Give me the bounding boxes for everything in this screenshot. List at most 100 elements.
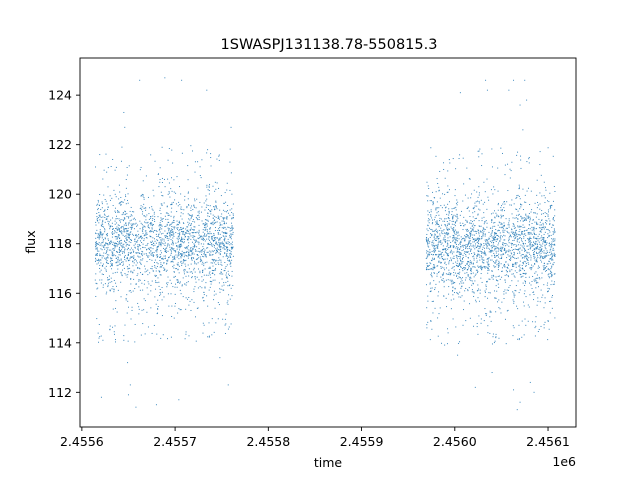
data-point (171, 229, 173, 231)
data-point (547, 339, 549, 341)
data-point (194, 198, 195, 200)
data-point (212, 259, 214, 261)
data-point (194, 171, 196, 173)
data-point (470, 233, 472, 235)
data-point (467, 197, 469, 199)
data-point (437, 244, 439, 246)
data-point (121, 201, 123, 203)
data-point (428, 254, 430, 256)
data-point (444, 210, 446, 212)
data-point (172, 231, 174, 233)
data-point (167, 259, 169, 261)
data-point (527, 238, 529, 240)
data-point (442, 245, 444, 247)
data-point (214, 240, 216, 241)
data-point (179, 204, 181, 206)
data-point (94, 279, 96, 281)
data-point (107, 220, 109, 222)
data-point (224, 252, 226, 254)
data-point (430, 211, 432, 213)
data-point (554, 240, 556, 242)
data-point (226, 218, 228, 220)
data-point (218, 155, 220, 157)
data-point (127, 268, 129, 270)
data-point (517, 214, 519, 216)
data-point (477, 213, 479, 215)
data-point (536, 238, 538, 240)
data-point (142, 225, 144, 227)
data-point (468, 237, 470, 239)
data-point (223, 282, 225, 284)
data-point (209, 241, 211, 243)
data-point (485, 241, 487, 243)
data-point (179, 232, 181, 234)
x-axis: 2.4556 2.4557 2.4558 2.4559 2.4560 2.4561 (60, 427, 570, 449)
data-point (439, 253, 441, 255)
data-point (439, 235, 441, 237)
data-point (175, 203, 177, 205)
data-point (125, 242, 127, 244)
data-point (226, 246, 227, 248)
data-point (219, 273, 221, 275)
data-point (130, 278, 132, 280)
data-point (140, 222, 142, 224)
data-point (544, 245, 546, 247)
data-point (227, 384, 229, 386)
data-point (430, 320, 432, 322)
data-point (520, 239, 522, 241)
data-point (143, 240, 145, 242)
data-point (452, 294, 454, 296)
data-point (552, 244, 554, 246)
data-point (191, 299, 193, 301)
data-point (445, 252, 447, 254)
data-point (523, 219, 525, 221)
data-point (221, 231, 223, 233)
data-point (142, 273, 144, 275)
data-point (448, 261, 450, 263)
data-point (457, 265, 459, 267)
data-point (165, 251, 167, 253)
data-point (487, 263, 489, 265)
data-point (171, 234, 173, 236)
data-point (115, 243, 117, 245)
data-point (522, 129, 524, 131)
data-point (479, 289, 481, 291)
data-point (473, 257, 475, 259)
data-point (530, 244, 532, 246)
data-point (548, 230, 550, 232)
data-point (485, 244, 487, 246)
data-point (525, 324, 527, 326)
data-point (516, 257, 518, 259)
data-point (534, 327, 536, 329)
data-point (478, 266, 480, 268)
data-point (467, 244, 469, 246)
data-point (224, 237, 226, 239)
data-point (102, 284, 104, 286)
data-point (208, 335, 210, 337)
data-point (107, 243, 109, 245)
data-point (539, 151, 541, 153)
data-point (469, 242, 471, 244)
data-point (206, 204, 208, 206)
data-point (203, 263, 205, 265)
data-point (496, 280, 498, 282)
data-point (486, 258, 488, 260)
data-point (145, 209, 147, 211)
data-point (166, 284, 168, 286)
data-point (549, 312, 551, 314)
data-point (147, 226, 149, 228)
data-point (457, 247, 459, 249)
data-point (214, 238, 216, 240)
data-point (129, 267, 131, 269)
data-point (129, 290, 131, 292)
data-point (165, 255, 167, 257)
data-point (504, 210, 506, 212)
data-point (427, 239, 429, 241)
data-point (484, 201, 486, 203)
data-point (169, 225, 171, 227)
data-point (180, 253, 182, 255)
data-point (466, 221, 468, 223)
data-point (125, 245, 127, 247)
data-point (461, 238, 463, 240)
data-point (512, 273, 514, 275)
